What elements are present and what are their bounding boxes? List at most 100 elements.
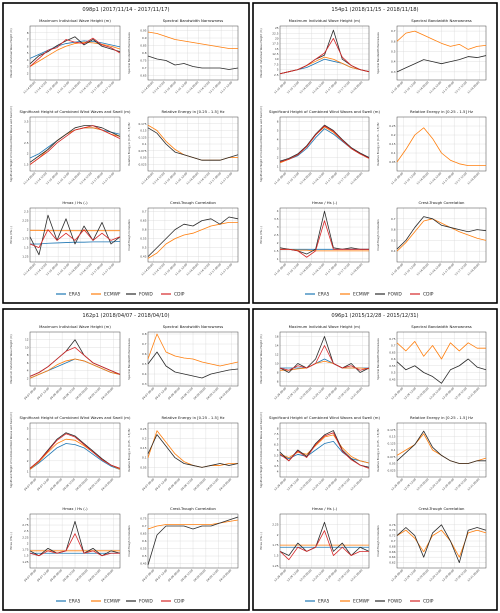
series-line-ecmwf: [147, 333, 239, 367]
y-tick-label: 2: [277, 156, 279, 160]
legend-label: FOWD: [139, 599, 153, 605]
y-tick-label: 0.05: [389, 160, 395, 164]
y-tick-label: 0.2: [142, 436, 147, 440]
y-tick-label: 5: [27, 426, 29, 430]
panel-title: Crest-Trough Correlation: [170, 200, 216, 205]
station-block: 096p1 (2015/12/28 - 2015/12/31) Maximum I…: [252, 308, 498, 611]
y-tick-label: 0.7: [142, 524, 147, 528]
y-tick-label: 2.75: [22, 523, 28, 527]
y-tick-label: 0.95: [140, 29, 146, 33]
y-tick-label: 5: [277, 68, 279, 72]
panel-title: Hmax / Hs (-): [312, 506, 338, 511]
y-tick-label: 1.75: [272, 543, 278, 547]
series-line-ecmwf: [147, 519, 239, 530]
plot-frame: [396, 513, 487, 569]
legend-label: CDIP: [423, 599, 434, 605]
y-axis-label: Crest-Trough Correlation: [376, 219, 380, 251]
y-tick-label: 0.7: [391, 217, 396, 221]
y-axis-label: Maximum Individual Wave Height (m): [9, 335, 13, 384]
y-tick-label: 0.6: [142, 539, 147, 543]
panel-title: Relative Energy in [0.25 - 1.5] Hz: [162, 109, 225, 114]
y-axis-label: Crest-Trough Correlation: [376, 525, 380, 557]
y-tick-label: 2.5: [24, 141, 29, 145]
legend-label: CDIP: [174, 292, 185, 298]
y-tick-label: 2: [27, 71, 29, 75]
y-tick-label: 0.65: [140, 219, 146, 223]
station-block: 154p1 (2018/11/15 - 2018/11/18) Maximum I…: [252, 2, 498, 304]
y-axis-label: Maximum Individual Wave Height (m): [259, 29, 263, 78]
series-line-cdip: [279, 345, 370, 371]
y-tick-label: 1: [27, 470, 29, 474]
y-tick-label: 2.5: [274, 233, 279, 237]
panel-title: Significant Height of Combined Wind Wave…: [20, 109, 131, 114]
y-tick-label: 0.05: [389, 462, 395, 466]
y-tick-label: 0.1: [142, 142, 147, 146]
y-tick-label: 0.15: [389, 142, 395, 146]
plot-frame: [279, 422, 370, 478]
plot-frame: [147, 422, 239, 478]
y-tick-label: 0.76: [389, 523, 395, 527]
series-line-ecmwf: [396, 30, 487, 50]
legend-label: FOWD: [388, 599, 402, 605]
y-tick-label: 1.5: [274, 249, 279, 253]
y-tick-label: 6.5: [274, 443, 279, 447]
y-axis-label: Crest-Trough Correlation: [127, 219, 131, 251]
y-tick-label: 0.6: [391, 357, 396, 361]
y-tick-label: 0.1: [391, 151, 396, 155]
y-tick-label: 0.45: [140, 562, 146, 566]
plot-frame: [279, 116, 370, 172]
y-tick-label: 0.55: [389, 364, 395, 368]
y-tick-label: 6: [277, 120, 279, 124]
panel-title: Relative Energy in [0.25 - 1.5] Hz: [410, 415, 473, 420]
y-tick-label: 2.5: [274, 73, 279, 77]
y-tick-label: 0.6: [391, 39, 396, 43]
series-line-ecmwf: [280, 360, 370, 371]
y-axis-label: Significant Height of Combined Wind Wave…: [9, 412, 13, 488]
y-tick-label: 15: [275, 47, 279, 51]
panel-title: Significant Height of Combined Wind Wave…: [269, 415, 380, 420]
series-line-cdip: [29, 125, 121, 165]
series-line-era5: [30, 241, 121, 245]
y-tick-label: 0.1: [142, 456, 147, 460]
series-line-cdip: [279, 125, 370, 163]
y-tick-label: 1: [277, 257, 279, 261]
y-tick-label: 0.8: [142, 332, 147, 336]
y-tick-label: 0.3: [391, 70, 396, 74]
series-line-fowd: [29, 125, 121, 163]
y-tick-label: 7.5: [274, 432, 279, 436]
series-line-fowd: [147, 516, 239, 566]
legend-label: ECMWF: [353, 599, 370, 605]
station-title: 154p1 (2018/11/15 - 2018/11/18): [331, 7, 418, 13]
y-tick-label: 0.5: [391, 238, 396, 242]
series-line-cdip: [279, 530, 369, 561]
y-tick-label: 4: [27, 437, 29, 441]
y-tick-label: 0.45: [389, 377, 395, 381]
y-tick-label: 1.75: [22, 237, 28, 241]
y-tick-label: 5: [27, 51, 29, 55]
plot-frame: [396, 25, 487, 81]
series-line-cdip: [280, 220, 369, 258]
chart-panel: Relative Energy in [0.25 - 1.5] Hz Relati…: [127, 415, 239, 491]
y-tick-label: 0.9: [142, 36, 147, 40]
y-tick-label: 2: [27, 376, 29, 380]
panel-title: Maximum Individual Wave Height (m): [289, 324, 361, 329]
series-line-ecmwf: [147, 221, 238, 259]
legend-label: CDIP: [423, 292, 434, 298]
series-line-fowd: [147, 55, 239, 70]
legend-label: FOWD: [388, 292, 402, 298]
y-tick-label: 2: [27, 459, 29, 463]
y-tick-label: 10: [25, 345, 29, 349]
panel-title: Spectral Bandwidth Narrowness: [163, 18, 224, 23]
y-tick-label: 0.75: [140, 517, 146, 521]
y-tick-label: 2: [27, 541, 29, 545]
y-tick-label: 0.05: [140, 156, 146, 160]
y-axis-label: Spectral Bandwidth Narrowness: [127, 32, 131, 74]
plot-frame: [29, 331, 121, 387]
series-line-fowd: [147, 434, 239, 468]
series-line-fowd: [147, 127, 239, 161]
y-tick-label: 0.025: [138, 162, 146, 166]
y-tick-label: 0.15: [140, 446, 146, 450]
series-line-era5: [279, 440, 370, 464]
y-tick-label: 3: [27, 65, 29, 69]
y-axis-label: Relative Energy in [0.25 - 1.5] Hz: [127, 428, 131, 472]
